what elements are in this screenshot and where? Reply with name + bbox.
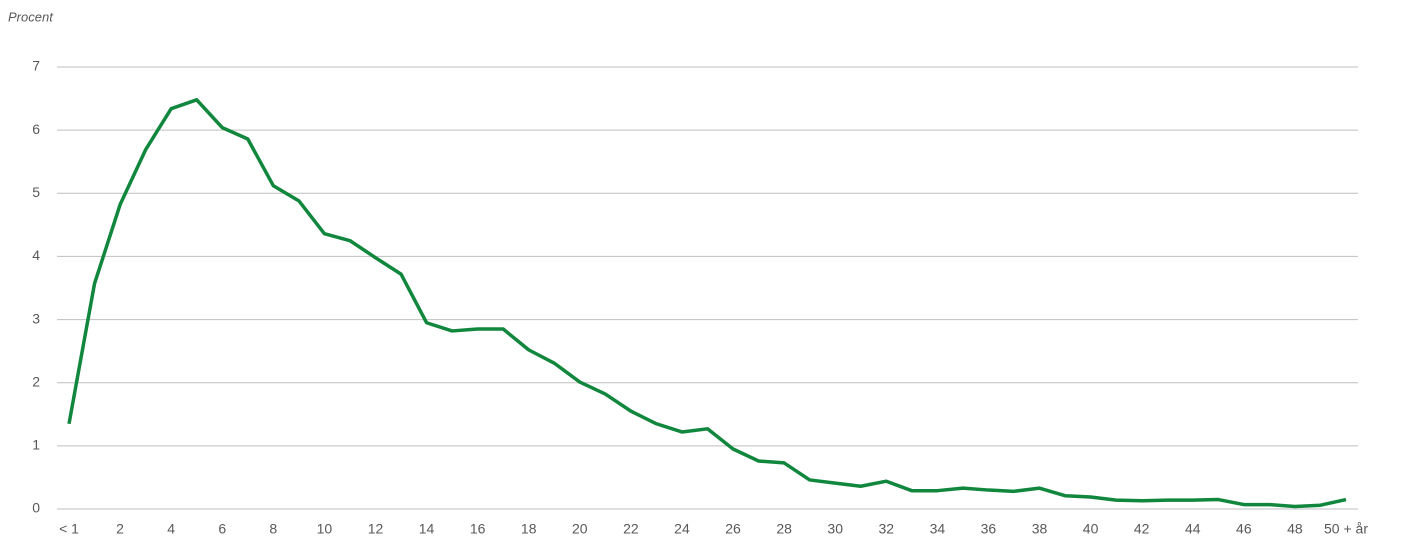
data-line bbox=[67, 98, 1347, 509]
x-tick-label: 18 bbox=[521, 521, 537, 537]
x-tick-label: 10 bbox=[317, 521, 333, 537]
x-tick-label: 40 bbox=[1083, 521, 1099, 537]
y-axis-label: Procent bbox=[8, 9, 54, 24]
x-tick-label: 32 bbox=[878, 521, 894, 537]
x-tick-label: 34 bbox=[930, 521, 946, 537]
x-tick-label: 36 bbox=[981, 521, 997, 537]
y-tick-label: 1 bbox=[32, 437, 40, 453]
x-tick-label: 2 bbox=[116, 521, 124, 537]
x-tick-label: 30 bbox=[827, 521, 843, 537]
x-tick-label: 48 bbox=[1287, 521, 1303, 537]
x-tick-label: 6 bbox=[218, 521, 226, 537]
x-tick-label: 20 bbox=[572, 521, 588, 537]
y-tick-label: 2 bbox=[32, 373, 40, 389]
x-tick-label: 44 bbox=[1185, 521, 1201, 537]
y-tick-label: 6 bbox=[32, 121, 40, 137]
x-tick-label: 14 bbox=[419, 521, 435, 537]
y-tick-label: 4 bbox=[32, 247, 40, 263]
y-tick-label: 5 bbox=[32, 184, 40, 200]
x-tick-label: 22 bbox=[623, 521, 639, 537]
x-tick-label: 8 bbox=[269, 521, 277, 537]
x-tick-label: 50 + år bbox=[1324, 521, 1368, 537]
x-tick-label: 12 bbox=[368, 521, 384, 537]
x-tick-label: 4 bbox=[167, 521, 175, 537]
x-tick-label: 42 bbox=[1134, 521, 1150, 537]
y-tick-label: 3 bbox=[32, 310, 40, 326]
y-tick-label: 7 bbox=[32, 58, 40, 74]
x-tick-label: 26 bbox=[725, 521, 741, 537]
x-tick-label: 46 bbox=[1236, 521, 1252, 537]
x-tick-label: 24 bbox=[674, 521, 690, 537]
x-tick-label: 16 bbox=[470, 521, 486, 537]
y-tick-label: 0 bbox=[32, 500, 40, 516]
x-tick-label: 38 bbox=[1032, 521, 1048, 537]
x-tick-label: 28 bbox=[776, 521, 792, 537]
x-tick-label: < 1 bbox=[59, 521, 79, 537]
